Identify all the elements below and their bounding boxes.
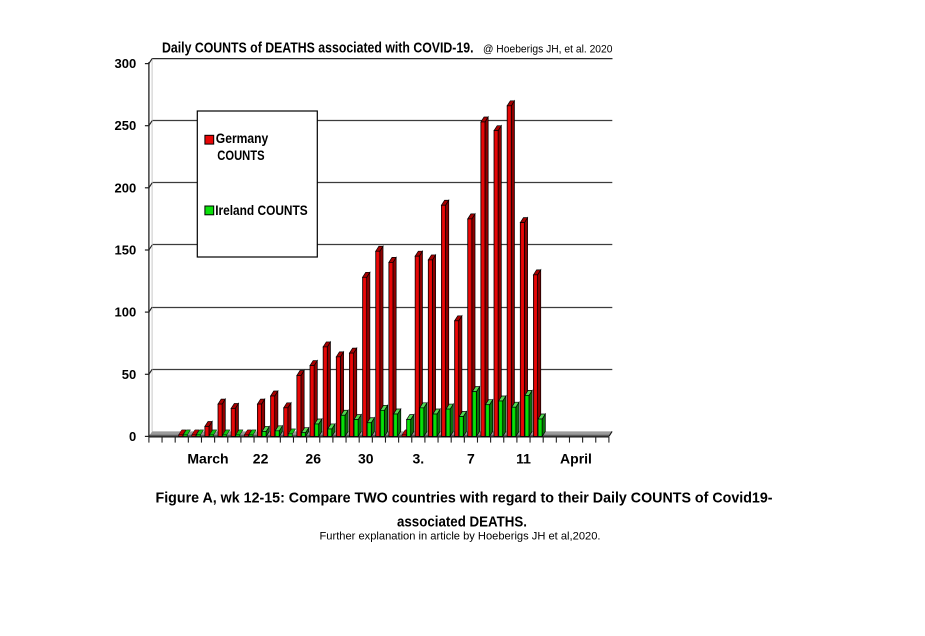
svg-text:Daily COUNTS of DEATHS associa: Daily COUNTS of DEATHS associated with C… [162,40,474,57]
svg-text:200: 200 [114,180,136,195]
svg-text:COUNTS: COUNTS [217,147,264,163]
svg-text:March: March [187,451,228,467]
svg-text:Figure A, wk 12-15: Compare TW: Figure A, wk 12-15: Compare TWO countrie… [156,489,773,506]
svg-text:150: 150 [114,243,136,258]
svg-text:100: 100 [114,305,136,320]
svg-text:0: 0 [129,429,136,444]
svg-text:250: 250 [114,118,136,133]
svg-text:22: 22 [253,451,269,467]
svg-text:Ireland COUNTS: Ireland COUNTS [215,202,308,218]
svg-text:300: 300 [114,56,136,71]
svg-text:associated DEATHS.: associated DEATHS. [397,513,527,530]
svg-text:26: 26 [305,451,321,467]
svg-text:7: 7 [467,451,475,467]
svg-text:50: 50 [122,367,136,382]
svg-text:11: 11 [516,451,531,467]
svg-text:30: 30 [358,451,374,467]
svg-text:3.: 3. [412,451,424,467]
svg-text:Germany: Germany [216,130,269,146]
svg-text:April: April [560,451,592,467]
svg-text:@ Hoeberigs JH, et al. 2020: @ Hoeberigs JH, et al. 2020 [483,44,613,56]
svg-text:Further explanation in article: Further explanation in article by Hoeber… [320,531,601,543]
